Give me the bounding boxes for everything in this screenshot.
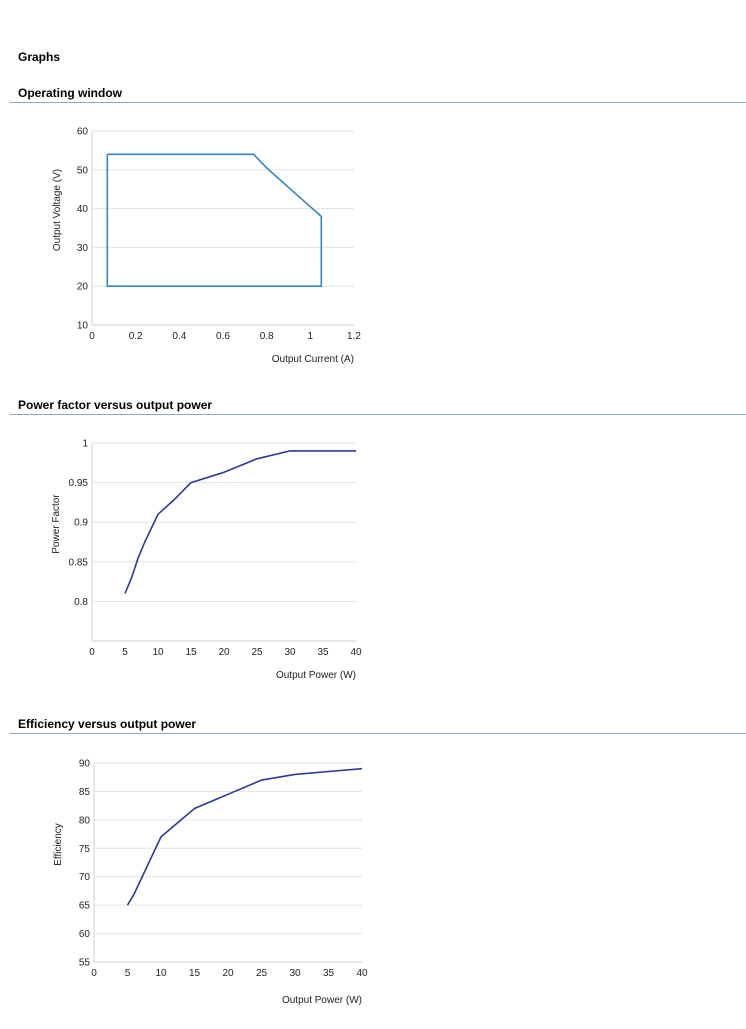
section-title-efficiency: Efficiency versus output power: [18, 717, 197, 731]
y-tick-label: 40: [77, 204, 89, 215]
x-tick-label: 1.2: [347, 331, 361, 342]
x-tick-label: 15: [185, 647, 197, 658]
x-tick-label: 40: [356, 968, 368, 979]
x-tick-label: 25: [256, 968, 268, 979]
x-tick-label: 5: [125, 968, 131, 979]
y-tick-label: 55: [79, 958, 91, 969]
x-tick-label: 0.8: [260, 331, 274, 342]
x-axis-label: Output Power (W): [276, 670, 356, 681]
x-tick-label: 20: [218, 647, 230, 658]
efficiency-chart: 55 60 65 70 75 80 85 90 0 5 10 15 20 25 30 35 40 Output P…: [53, 759, 368, 1007]
y-tick-label: 0.95: [69, 478, 89, 489]
x-tick-label: 0: [91, 968, 97, 979]
x-tick-label: 10: [155, 968, 167, 979]
x-tick-label: 25: [251, 647, 263, 658]
y-tick-label: 20: [77, 282, 89, 293]
x-tick-label: 0.6: [216, 331, 230, 342]
y-axis-label: Efficiency: [53, 823, 64, 866]
y-tick-label: 70: [79, 872, 91, 883]
section-divider: [10, 102, 746, 103]
y-tick-label: 1: [82, 439, 88, 450]
y-tick-label: 50: [77, 165, 89, 176]
x-tick-label: 30: [284, 647, 296, 658]
page-heading: Graphs: [18, 50, 61, 64]
x-axis-label: Output Current (A): [272, 354, 354, 365]
y-tick-label: 90: [79, 759, 91, 770]
section-divider: [10, 733, 746, 734]
y-tick-label: 80: [79, 815, 91, 826]
y-axis-label: Output Voltage (V): [52, 169, 63, 251]
y-tick-label: 60: [77, 127, 89, 138]
x-tick-label: 0: [89, 331, 95, 342]
y-tick-label: 65: [79, 901, 91, 912]
x-tick-label: 1: [308, 331, 314, 342]
x-tick-label: 35: [323, 968, 335, 979]
y-tick-label: 75: [79, 844, 91, 855]
section-divider: [10, 414, 746, 415]
x-tick-label: 40: [350, 647, 362, 658]
y-tick-label: 60: [79, 929, 91, 940]
x-tick-label: 5: [122, 647, 128, 658]
x-tick-label: 0: [89, 647, 95, 658]
y-tick-label: 85: [79, 787, 91, 798]
series-line: [106, 153, 323, 287]
y-tick-label: 10: [77, 321, 89, 332]
x-tick-label: 30: [289, 968, 301, 979]
x-tick-label: 20: [222, 968, 234, 979]
series-line: [126, 767, 363, 906]
x-axis-label: Output Power (W): [282, 995, 362, 1006]
section-title-power-factor: Power factor versus output power: [18, 398, 213, 412]
series-line: [124, 450, 356, 594]
operating-window-chart: 10 20 30 40 50 60 0 0.2 0.4 0.6 0.8 1 1.2 Output Curr…: [52, 127, 361, 366]
x-tick-label: 0.2: [129, 331, 143, 342]
x-tick-label: 10: [152, 647, 164, 658]
y-axis-label: Power Factor: [51, 494, 62, 554]
section-title-operating-window: Operating window: [18, 86, 122, 100]
x-tick-label: 15: [189, 968, 201, 979]
y-tick-label: 0.9: [74, 518, 88, 529]
x-tick-label: 35: [317, 647, 329, 658]
y-tick-label: 30: [77, 243, 89, 254]
y-tick-label: 0.8: [74, 597, 88, 608]
y-tick-label: 0.85: [69, 557, 89, 568]
x-tick-label: 0.4: [172, 331, 186, 342]
